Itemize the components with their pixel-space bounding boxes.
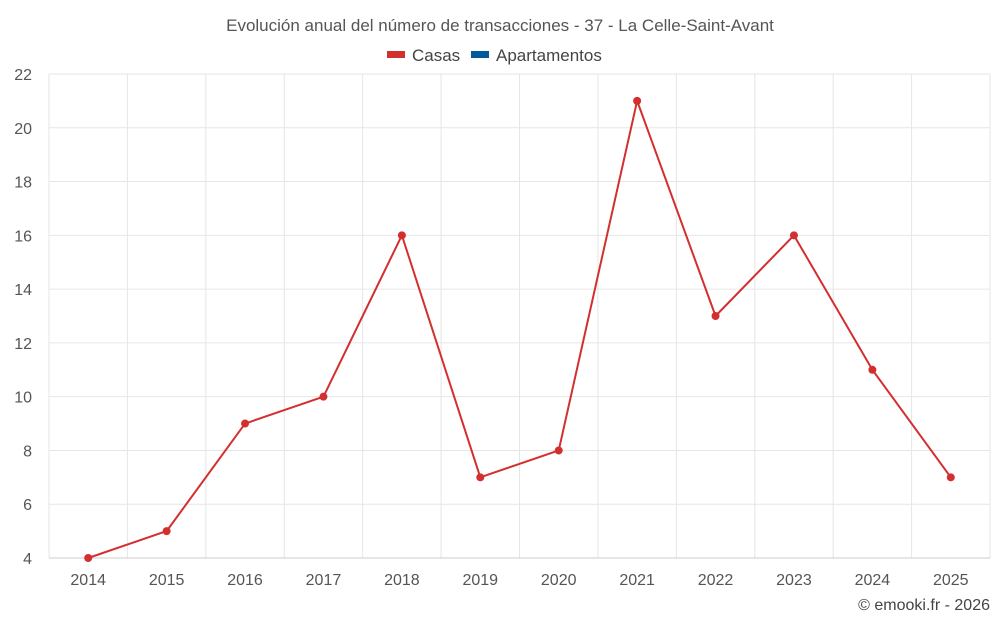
y-tick-label: 22 [14, 67, 32, 84]
x-axis-ticks: 2014 2015 2016 2017 2018 2019 2020 2021 2022 2023… [70, 572, 968, 589]
y-axis-ticks: 4 6 8 10 12 14 16 18 20 22 [14, 67, 32, 568]
data-point[interactable] [554, 446, 563, 455]
grid-lines [48, 73, 991, 559]
x-tick-label: 2018 [384, 572, 420, 589]
x-tick-label: 2019 [462, 572, 498, 589]
data-point[interactable] [946, 473, 955, 482]
y-tick-label: 20 [14, 121, 32, 138]
data-point[interactable] [711, 312, 720, 320]
legend-swatch-casas [387, 51, 405, 58]
y-tick-label: 14 [14, 282, 32, 299]
x-tick-label: 2024 [855, 572, 891, 589]
x-tick-label: 2021 [619, 572, 655, 589]
x-tick-label: 2017 [306, 572, 342, 589]
y-tick-label: 16 [14, 228, 32, 245]
y-tick-label: 4 [23, 551, 32, 568]
data-point[interactable] [868, 365, 877, 374]
legend-label-casas[interactable]: Casas [412, 46, 460, 65]
y-tick-label: 10 [14, 390, 32, 407]
x-tick-label: 2022 [698, 572, 734, 589]
y-tick-label: 6 [23, 497, 32, 514]
data-point[interactable] [319, 392, 328, 401]
x-tick-label: 2025 [933, 572, 969, 589]
x-tick-label: 2015 [149, 572, 185, 589]
y-tick-label: 12 [14, 336, 32, 353]
data-point[interactable] [633, 96, 642, 105]
y-tick-label: 18 [14, 175, 32, 192]
x-tick-label: 2016 [227, 572, 263, 589]
legend-label-apartamentos[interactable]: Apartamentos [496, 46, 602, 65]
series-line [87, 99, 952, 559]
x-tick-label: 2020 [541, 572, 577, 589]
series-casas [84, 96, 955, 562]
chart-title: Evolución anual del número de transaccio… [226, 16, 774, 35]
data-point[interactable] [397, 231, 406, 240]
data-point[interactable] [241, 419, 250, 428]
x-tick-label: 2014 [70, 572, 106, 589]
data-point[interactable] [476, 473, 485, 482]
data-point[interactable] [162, 527, 171, 536]
credit-text: © emooki.fr - 2026 [858, 597, 990, 614]
x-tick-label: 2023 [776, 572, 812, 589]
y-tick-label: 8 [23, 443, 32, 460]
legend: Casas Apartamentos [387, 46, 602, 65]
data-point[interactable] [84, 554, 93, 562]
legend-swatch-apartamentos [471, 51, 489, 58]
data-point[interactable] [789, 231, 798, 240]
